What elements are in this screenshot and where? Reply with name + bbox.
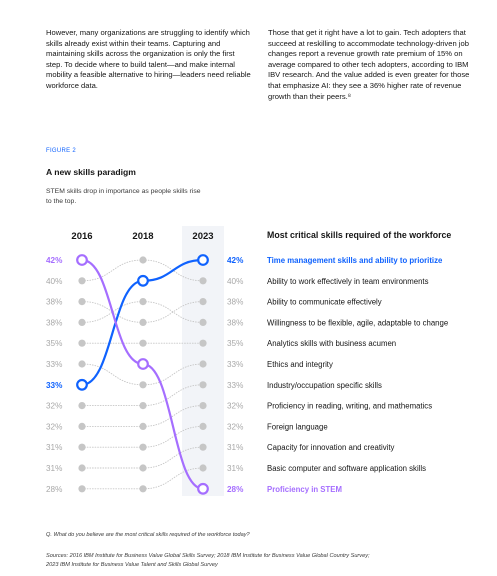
connector-muted-8-1 bbox=[142, 446, 204, 469]
value-label-2023-5: 35% bbox=[227, 339, 243, 348]
point-muted-8-2 bbox=[199, 443, 207, 451]
connector-muted-6-1 bbox=[142, 405, 204, 427]
skill-label-1: Time management skills and ability to pr… bbox=[267, 256, 443, 265]
skill-label-11: Basic computer and software application … bbox=[267, 464, 426, 473]
value-label-2023-10: 31% bbox=[227, 443, 243, 452]
line-highlight-0-1 bbox=[142, 258, 204, 282]
point-muted-1-2 bbox=[199, 298, 207, 306]
connector-muted-2-0 bbox=[81, 301, 144, 323]
connector-muted-1-0 bbox=[81, 301, 144, 323]
point-muted-6-2 bbox=[199, 402, 207, 410]
year-header-2023: 2023 bbox=[192, 231, 213, 242]
connector-muted-2-1 bbox=[142, 301, 204, 323]
value-label-2016-8: 32% bbox=[46, 402, 62, 411]
skill-label-4: Willingness to be flexible, agile, adapt… bbox=[267, 318, 448, 327]
skill-label-7: Industry/occupation specific skills bbox=[267, 381, 382, 390]
point-muted-4-1 bbox=[139, 381, 147, 389]
point-muted-9-0 bbox=[78, 485, 86, 493]
skill-label-2: Ability to work effectively in team envi… bbox=[267, 277, 429, 286]
point-muted-6-0 bbox=[78, 422, 86, 430]
point-muted-2-0 bbox=[78, 318, 86, 326]
point-highlight-1-0 bbox=[76, 254, 88, 266]
value-label-2016-11: 31% bbox=[46, 464, 62, 473]
point-muted-6-1 bbox=[139, 422, 147, 430]
line-highlight-1-1 bbox=[142, 362, 204, 490]
connector-muted-7-1 bbox=[142, 425, 204, 448]
value-label-2023-3: 38% bbox=[227, 298, 243, 307]
skill-label-9: Foreign language bbox=[267, 422, 328, 431]
connector-muted-0-0 bbox=[81, 259, 144, 282]
value-label-2023-11: 31% bbox=[227, 464, 243, 473]
value-label-2016-1: 42% bbox=[46, 256, 63, 265]
value-label-2023-4: 38% bbox=[227, 318, 243, 327]
connector-muted-9-1 bbox=[142, 467, 204, 490]
point-muted-4-0 bbox=[78, 360, 86, 368]
point-muted-2-2 bbox=[199, 318, 207, 326]
skill-label-12: Proficiency in STEM bbox=[267, 485, 342, 494]
value-label-2023-1: 42% bbox=[227, 256, 244, 265]
point-highlight-1-1 bbox=[137, 358, 149, 370]
point-muted-9-2 bbox=[199, 464, 207, 472]
skill-label-10: Capacity for innovation and creativity bbox=[267, 443, 395, 452]
skills-slope-chart: 2016 2018 2023 Most critical skills require… bbox=[46, 226, 451, 496]
point-muted-0-2 bbox=[199, 277, 207, 285]
point-muted-5-1 bbox=[139, 402, 147, 410]
point-muted-2-1 bbox=[139, 298, 147, 306]
figure-label: FIGURE 2 bbox=[46, 148, 77, 154]
figure-subtitle: STEM skills drop in importance as people… bbox=[46, 188, 201, 205]
skill-label-3: Ability to communicate effectively bbox=[267, 298, 382, 307]
value-label-2016-6: 33% bbox=[46, 360, 62, 369]
skill-label-5: Analytics skills with business acumen bbox=[267, 339, 396, 348]
point-muted-5-2 bbox=[199, 381, 207, 389]
point-highlight-1-2 bbox=[197, 482, 209, 495]
connector-muted-4-1 bbox=[142, 363, 204, 386]
value-label-2023-9: 32% bbox=[227, 422, 243, 431]
skill-label-6: Ethics and integrity bbox=[267, 360, 333, 369]
connector-muted-5-1 bbox=[142, 384, 204, 407]
point-highlight-0-0 bbox=[76, 378, 88, 391]
connector-muted-4-0 bbox=[81, 363, 144, 386]
value-label-2016-12: 28% bbox=[46, 485, 62, 494]
value-label-2016-9: 32% bbox=[46, 422, 62, 431]
value-label-2016-7: 33% bbox=[46, 381, 63, 390]
value-label-2023-8: 32% bbox=[227, 402, 243, 411]
point-muted-3-1 bbox=[139, 339, 147, 347]
skill-label-8: Proficiency in reading, writing, and mat… bbox=[267, 402, 432, 411]
point-muted-8-1 bbox=[139, 464, 147, 472]
value-label-2016-4: 38% bbox=[46, 318, 62, 327]
line-highlight-0-0 bbox=[81, 279, 144, 386]
value-label-2016-2: 40% bbox=[46, 277, 62, 286]
year-header-2018: 2018 bbox=[132, 231, 153, 242]
chart-heading: Most critical skills required of the wor… bbox=[267, 230, 451, 240]
point-muted-9-1 bbox=[139, 485, 147, 493]
point-muted-8-0 bbox=[78, 464, 86, 472]
point-muted-7-0 bbox=[78, 443, 86, 451]
point-highlight-0-2 bbox=[197, 254, 209, 266]
value-label-2023-6: 33% bbox=[227, 360, 243, 369]
value-label-2016-10: 31% bbox=[46, 443, 62, 452]
intro-paragraph-left: However, many organizations are struggli… bbox=[46, 28, 251, 90]
point-muted-4-2 bbox=[199, 360, 207, 368]
value-label-2016-5: 35% bbox=[46, 339, 62, 348]
sources-note: Sources: 2016 IBM Institute for Business… bbox=[46, 553, 370, 568]
point-highlight-0-1 bbox=[137, 274, 149, 287]
value-label-2016-3: 38% bbox=[46, 298, 62, 307]
point-muted-1-0 bbox=[78, 298, 86, 306]
point-muted-7-2 bbox=[199, 422, 207, 430]
point-muted-7-1 bbox=[139, 443, 147, 451]
point-muted-0-1 bbox=[139, 256, 147, 264]
point-muted-1-1 bbox=[139, 318, 147, 326]
point-muted-0-0 bbox=[78, 277, 86, 285]
point-muted-3-2 bbox=[199, 339, 207, 347]
value-label-2023-7: 33% bbox=[227, 381, 243, 390]
point-muted-3-0 bbox=[78, 339, 86, 347]
value-label-2023-2: 40% bbox=[227, 277, 243, 286]
point-muted-5-0 bbox=[78, 402, 86, 410]
survey-question: Q. What do you believe are the most crit… bbox=[46, 532, 250, 538]
intro-paragraph-right: Those that get it right have a lot to ga… bbox=[268, 28, 470, 101]
line-highlight-1-0 bbox=[81, 258, 144, 366]
value-label-2023-12: 28% bbox=[227, 485, 244, 494]
figure-title: A new skills paradigm bbox=[46, 167, 136, 177]
year-header-2016: 2016 bbox=[71, 231, 92, 242]
